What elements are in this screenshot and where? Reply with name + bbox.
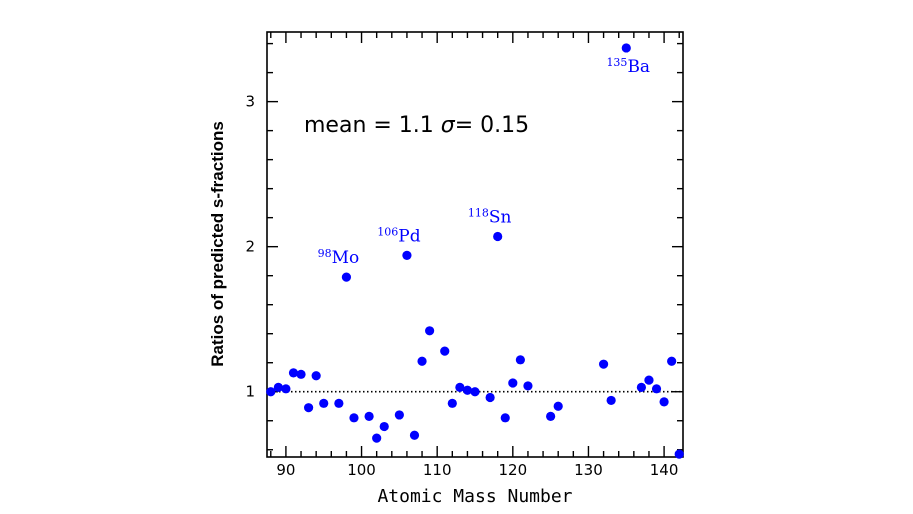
y-axis-title: Ratios of predicted s-fractions xyxy=(208,121,227,367)
data-point xyxy=(621,43,631,53)
y-tick-label: 1 xyxy=(245,383,255,401)
annotation-sigma: σ xyxy=(441,113,456,138)
isotope-label: 98Mo xyxy=(318,247,360,268)
data-point xyxy=(425,326,435,336)
data-point xyxy=(523,381,533,391)
isotope-label: 118Sn xyxy=(468,207,512,228)
data-point xyxy=(440,346,450,356)
x-axis-title: Atomic Mass Number xyxy=(377,486,572,507)
data-point xyxy=(546,411,556,421)
data-point xyxy=(364,411,374,421)
isotope-element: Mo xyxy=(332,248,360,268)
data-point xyxy=(462,385,473,395)
data-point xyxy=(296,369,306,379)
plot-frame xyxy=(266,31,684,458)
y-tick-label: 2 xyxy=(245,238,255,256)
mean-sigma-annotation: mean = 1.1 σ= 0.15 xyxy=(304,113,529,138)
data-point xyxy=(470,387,480,397)
data-point xyxy=(659,397,669,407)
data-point xyxy=(674,449,684,459)
data-point xyxy=(319,398,329,408)
x-tick-label: 110 xyxy=(423,461,452,479)
data-point xyxy=(341,272,352,282)
data-point xyxy=(485,392,495,403)
isotope-mass: 106 xyxy=(377,225,398,238)
data-point xyxy=(515,355,525,365)
data-point xyxy=(636,382,647,392)
data-point xyxy=(598,359,609,369)
data-point xyxy=(651,384,662,394)
data-point xyxy=(553,401,563,411)
data-point xyxy=(281,384,291,394)
data-point xyxy=(334,398,344,408)
isotope-label: 135Ba xyxy=(606,56,650,77)
isotope-mass: 98 xyxy=(318,247,332,260)
data-point xyxy=(266,387,276,397)
data-point xyxy=(409,430,420,440)
data-point xyxy=(500,413,510,423)
data-point xyxy=(447,398,457,408)
isotope-mass: 135 xyxy=(606,56,627,69)
isotope-mass: 118 xyxy=(468,207,489,220)
x-tick-label: 120 xyxy=(498,461,527,479)
x-tick-label: 90 xyxy=(276,461,295,479)
data-point xyxy=(394,410,404,420)
x-tick-label: 100 xyxy=(347,461,376,479)
data-point xyxy=(304,403,314,413)
data-point xyxy=(379,421,389,432)
data-point xyxy=(273,382,283,392)
y-tick-label: 3 xyxy=(245,93,255,111)
isotope-labels: 98Mo 106Pd 118Sn 135Ba xyxy=(318,56,651,268)
data-point xyxy=(455,382,465,392)
data-point xyxy=(349,413,359,423)
data-point xyxy=(288,368,299,378)
data-point xyxy=(493,231,503,242)
x-tick-label: 140 xyxy=(650,461,679,479)
data-point xyxy=(667,356,677,366)
isotope-element: Ba xyxy=(627,57,650,77)
data-point xyxy=(417,356,427,366)
data-point xyxy=(372,433,382,443)
axis-ticks xyxy=(267,32,683,457)
data-point xyxy=(644,375,654,385)
axis-tick-labels: 90 100 110 120 130 140 1 2 3 xyxy=(245,93,678,479)
isotope-element: Sn xyxy=(489,208,512,228)
data-point xyxy=(606,395,616,406)
data-point xyxy=(402,250,412,260)
isotope-element: Pd xyxy=(398,226,420,246)
data-point xyxy=(508,378,518,388)
data-points xyxy=(266,43,684,459)
isotope-label: 106Pd xyxy=(377,225,420,246)
x-tick-label: 130 xyxy=(574,461,603,479)
annotation-suffix: = 0.15 xyxy=(455,113,529,138)
annotation-prefix: mean = 1.1 xyxy=(304,113,441,138)
data-point xyxy=(311,371,321,381)
